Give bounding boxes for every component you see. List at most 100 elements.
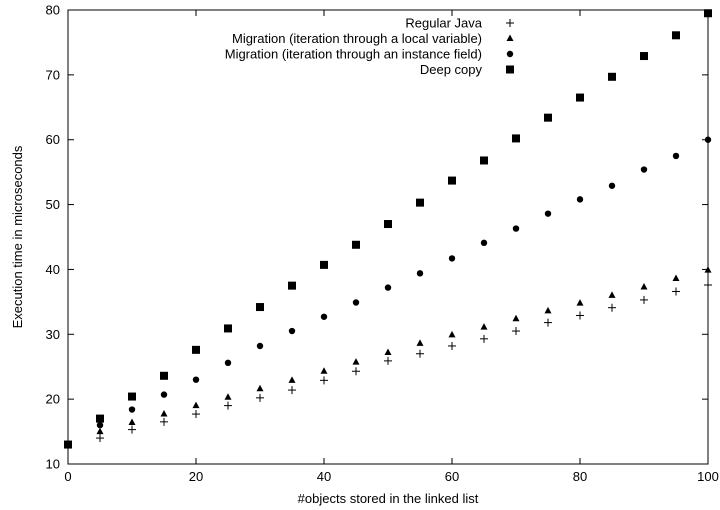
x-tick-label: 100 <box>697 469 719 484</box>
data-point-plus <box>128 425 136 434</box>
data-point-triangle <box>448 330 456 338</box>
y-tick-label: 30 <box>46 327 60 342</box>
data-point-circle <box>480 239 488 247</box>
data-point-triangle <box>128 418 136 425</box>
data-point-triangle <box>672 274 680 282</box>
data-point-plus <box>480 334 488 343</box>
data-point-plus <box>608 303 616 312</box>
data-point-triangle <box>416 339 424 346</box>
data-point-circle <box>640 166 648 173</box>
x-axis-title: #objects stored in the linked list <box>298 491 479 506</box>
data-point-plus <box>192 410 200 419</box>
data-point-triangle <box>352 358 360 365</box>
data-point-circle <box>352 299 360 306</box>
data-point-triangle <box>480 323 488 330</box>
legend-label: Migration (iteration through an instance… <box>225 47 482 62</box>
data-point-triangle <box>96 427 104 435</box>
data-point-triangle <box>544 306 552 314</box>
data-point-triangle <box>224 393 232 400</box>
legend-label: Regular Java <box>405 16 482 31</box>
data-point-circle <box>544 210 552 217</box>
data-point-circle <box>224 359 232 367</box>
y-tick-label: 60 <box>46 132 60 147</box>
data-point-triangle <box>256 384 264 392</box>
x-tick-label: 80 <box>573 469 587 484</box>
data-point-square <box>704 9 712 18</box>
data-point-triangle <box>640 282 648 290</box>
data-point-circle <box>192 376 200 383</box>
data-point-square <box>256 303 264 312</box>
data-point-circle <box>384 284 392 291</box>
y-tick-label: 40 <box>46 262 60 277</box>
data-point-triangle <box>288 376 296 383</box>
data-point-triangle <box>512 314 520 322</box>
y-tick-label: 10 <box>46 457 60 472</box>
data-point-square <box>640 52 648 61</box>
data-point-triangle <box>384 348 392 355</box>
data-point-square <box>608 72 616 81</box>
data-point-plus <box>640 295 648 304</box>
data-point-circle <box>320 313 328 320</box>
data-point-triangle <box>320 367 328 374</box>
data-point-plus <box>352 367 360 376</box>
data-point-triangle <box>192 401 200 409</box>
y-tick-label: 70 <box>46 67 60 82</box>
data-point-circle <box>672 152 680 160</box>
y-tick-label: 80 <box>46 3 60 18</box>
data-point-plus <box>576 311 584 320</box>
data-point-plus <box>448 341 456 350</box>
data-point-square <box>288 281 296 290</box>
data-point-square <box>192 345 200 354</box>
legend-square-icon <box>506 65 514 74</box>
legend-circle-icon <box>506 50 514 58</box>
data-point-plus <box>320 376 328 385</box>
y-tick-label: 20 <box>46 392 60 407</box>
data-point-square <box>96 414 104 423</box>
data-point-circle <box>512 225 520 232</box>
data-point-circle <box>608 182 616 189</box>
plot-frame <box>67 9 709 465</box>
data-point-circle <box>448 255 456 262</box>
data-point-square <box>320 260 328 269</box>
data-point-square <box>672 31 680 40</box>
data-point-square <box>64 440 72 449</box>
x-tick-label: 20 <box>189 469 203 484</box>
data-point-circle <box>416 270 424 277</box>
legend-triangle-icon <box>506 34 514 41</box>
data-point-square <box>480 156 488 165</box>
data-point-circle <box>288 327 296 335</box>
data-point-square <box>544 113 552 122</box>
data-point-circle <box>704 136 712 143</box>
x-tick-label: 40 <box>317 469 331 484</box>
data-point-square <box>512 134 520 143</box>
data-point-plus <box>288 386 296 395</box>
data-point-square <box>160 371 168 380</box>
data-point-circle <box>96 421 104 429</box>
data-point-square <box>576 93 584 102</box>
legend-label: Migration (iteration through a local var… <box>232 31 482 46</box>
data-point-plus <box>416 349 424 358</box>
x-tick-label: 60 <box>445 469 459 484</box>
data-point-square <box>416 198 424 207</box>
data-point-triangle <box>608 291 616 298</box>
data-point-circle <box>576 196 584 203</box>
data-point-square <box>128 392 136 401</box>
data-point-plus <box>512 327 520 336</box>
data-point-circle <box>128 406 136 413</box>
x-tick-label: 0 <box>64 469 71 484</box>
data-point-plus <box>384 356 392 365</box>
data-point-plus <box>672 287 680 296</box>
data-point-plus <box>224 401 232 410</box>
data-point-square <box>384 220 392 229</box>
data-point-square <box>352 240 360 249</box>
data-point-plus <box>544 318 552 327</box>
data-point-triangle <box>160 410 168 417</box>
tick-labels: 0 20 40 60 80 100 10 20 30 40 50 60 70 80 <box>46 3 719 485</box>
data-point-triangle <box>704 266 712 273</box>
data-point-plus <box>160 417 168 426</box>
data-point-triangle <box>576 299 584 306</box>
data-point-square <box>448 176 456 185</box>
data-point-plus <box>704 280 712 289</box>
